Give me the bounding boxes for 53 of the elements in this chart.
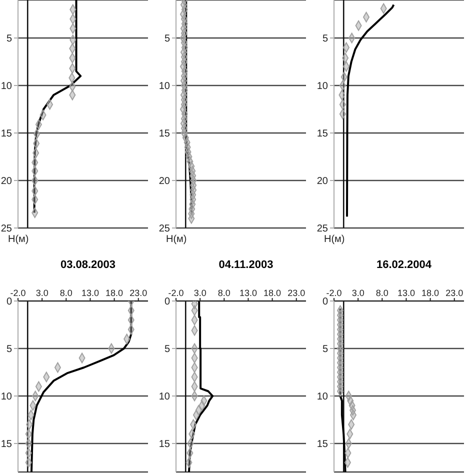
line-series bbox=[188, 301, 214, 472]
y-tick-label: 20 bbox=[316, 176, 328, 188]
y-tick-label: 10 bbox=[316, 81, 328, 92]
chart-title: 04.11.2003 bbox=[218, 258, 274, 273]
point bbox=[191, 301, 198, 310]
x-tick-label: 3.0 bbox=[352, 288, 364, 298]
y-tick-label: 15 bbox=[316, 439, 328, 450]
y-tick-label: 15 bbox=[316, 128, 328, 140]
y-tick-label: 5 bbox=[164, 34, 170, 45]
x-tick-label: 8.0 bbox=[60, 288, 72, 298]
y-tick-label: 25 bbox=[0, 224, 12, 235]
y-tick-label: 5 bbox=[6, 34, 12, 45]
chart-title: 16.02.2004 bbox=[375, 258, 433, 273]
x-tick-label: 13.0 bbox=[81, 288, 99, 298]
x-tick-label: 23.0 bbox=[130, 288, 148, 298]
x-tick-label: 23.0 bbox=[446, 288, 464, 298]
x-tick-label: -2.0 bbox=[326, 288, 342, 298]
y-tick-label: 20 bbox=[0, 176, 12, 188]
x-tick-label: 18.0 bbox=[264, 288, 282, 298]
y-tick-label: 5 bbox=[322, 344, 328, 356]
y-tick-label: 0 bbox=[164, 296, 170, 308]
y-tick-label: 15 bbox=[158, 128, 170, 140]
y-axis-title: H(м) bbox=[324, 234, 345, 245]
x-tick-label: 13.0 bbox=[397, 288, 415, 298]
y-tick-label: 10 bbox=[158, 392, 170, 403]
x-tick-label: 3.0 bbox=[36, 288, 48, 298]
x-tick-label: 18.0 bbox=[422, 288, 440, 298]
y-tick-label: 10 bbox=[316, 392, 328, 403]
y-tick-label: 0 bbox=[322, 296, 328, 308]
x-tick-label: -2.0 bbox=[10, 288, 26, 298]
y-tick-label: 10 bbox=[0, 392, 12, 403]
x-tick-label: -2.0 bbox=[168, 288, 184, 298]
y-tick-label: 25 bbox=[158, 224, 170, 235]
y-tick-label: 5 bbox=[164, 344, 170, 356]
chart-title: 03.08.2003 bbox=[59, 258, 117, 273]
y-tick-label: 5 bbox=[322, 34, 328, 45]
y-tick-label: 15 bbox=[158, 439, 170, 450]
y-tick-label: 10 bbox=[158, 81, 170, 92]
y-tick-label: 20 bbox=[158, 176, 170, 188]
x-tick-label: 8.0 bbox=[218, 288, 230, 298]
x-tick-label: 23.0 bbox=[288, 288, 306, 298]
x-tick-label: 8.0 bbox=[376, 288, 388, 298]
x-tick-label: 18.0 bbox=[106, 288, 124, 298]
y-tick-label: 10 bbox=[0, 81, 12, 92]
y-tick-label: 5 bbox=[6, 344, 12, 356]
y-tick-label: 15 bbox=[0, 128, 12, 140]
y-tick-label: 15 bbox=[0, 439, 12, 450]
y-tick-label: 0 bbox=[6, 296, 12, 308]
x-tick-label: 3.0 bbox=[194, 288, 206, 298]
x-tick-label: 13.0 bbox=[239, 288, 257, 298]
y-tick-label: 25 bbox=[316, 224, 328, 235]
y-axis-title: H(м) bbox=[8, 234, 29, 245]
y-axis-title: H(м) bbox=[166, 234, 187, 245]
